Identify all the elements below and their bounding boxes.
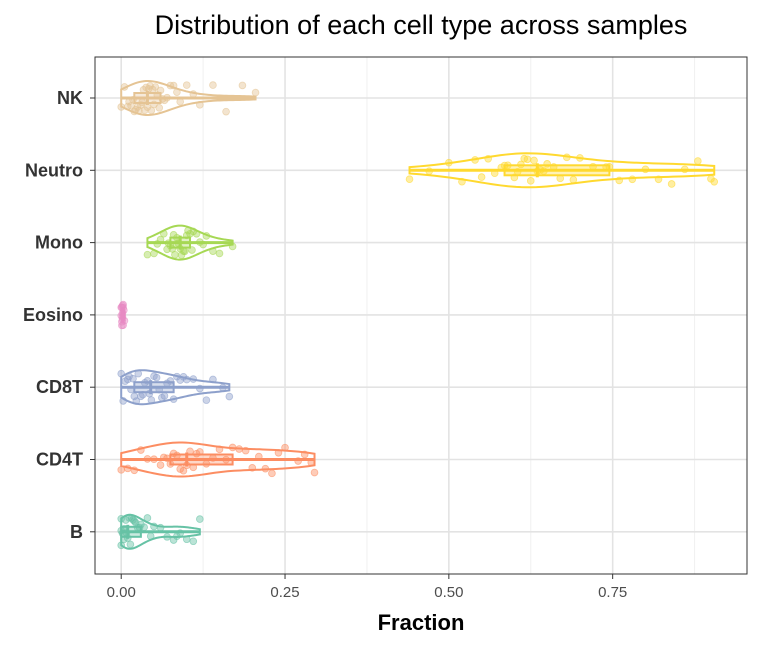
data-point-mono <box>143 250 152 259</box>
data-point-cd8t <box>129 374 137 383</box>
data-point-b <box>196 515 204 523</box>
axes: NK Neutro Mono Eosino CD8T CD4T B 0.00 0.25 0.50 0… <box>23 88 627 601</box>
data-point-cd4t <box>310 468 319 477</box>
iqr-box-neutro <box>503 164 611 177</box>
plot-panel-border <box>94 56 748 575</box>
violin-b <box>120 513 201 550</box>
violin-cd8t <box>120 369 231 406</box>
data-point-neutro <box>477 173 486 181</box>
data-point-nk <box>209 81 217 89</box>
data-point-cd8t <box>225 392 234 401</box>
data-point-cd4t <box>117 466 126 474</box>
violin-mono <box>146 224 234 261</box>
series-neutro <box>405 152 719 189</box>
x-axis-title: Fraction <box>378 610 465 635</box>
violin-neutro <box>408 152 716 189</box>
data-point-neutro <box>530 156 538 165</box>
iqr-box-cd4t <box>169 453 234 466</box>
x-tick-label: 0.00 <box>107 584 136 601</box>
x-tick-label: 0.75 <box>598 584 627 601</box>
data-point-b <box>189 537 198 546</box>
data-point-neutro <box>523 155 532 164</box>
data-point-neutro <box>526 177 535 185</box>
series-b <box>117 513 204 550</box>
y-tick-label: NK <box>57 88 83 108</box>
data-point-neutro <box>628 175 637 184</box>
series-mono <box>143 224 237 261</box>
data-point-neutro <box>405 175 414 184</box>
data-point-neutro <box>667 180 676 188</box>
data-point-cd4t <box>156 461 165 469</box>
series-cd8t <box>117 369 234 406</box>
data-point-eosino <box>118 321 126 330</box>
iqr-box-b <box>120 525 142 538</box>
x-tick-label: 0.50 <box>434 584 463 601</box>
data-point-cd8t <box>160 392 169 400</box>
violin-cd4t <box>120 441 316 478</box>
series-eosino <box>117 300 129 330</box>
chart-title: Distribution of each cell type across sa… <box>155 10 688 40</box>
data-point-nk <box>238 81 247 90</box>
data-point-nk <box>151 83 160 91</box>
data-point-nk <box>251 88 260 97</box>
data-point-nk <box>182 81 191 89</box>
y-tick-label: Mono <box>35 233 83 253</box>
y-tick-label: B <box>70 522 83 542</box>
y-tick-label: CD8T <box>36 377 83 397</box>
y-tick-label: Eosino <box>23 305 83 325</box>
x-tick-label: 0.25 <box>270 584 299 601</box>
y-tick-label: Neutro <box>25 160 83 180</box>
data-marks <box>117 79 719 550</box>
data-point-neutro <box>710 177 719 186</box>
series-cd4t <box>117 441 319 478</box>
data-point-neutro <box>694 157 702 165</box>
data-point-cd8t <box>152 373 161 382</box>
y-tick-label: CD4T <box>36 450 83 470</box>
iqr-box-cd8t <box>133 381 175 394</box>
data-point-cd8t <box>202 396 211 404</box>
series-nk <box>117 79 260 117</box>
data-point-nk <box>155 104 164 112</box>
data-point-mono <box>180 247 189 256</box>
data-point-nk <box>222 107 230 116</box>
data-point-cd4t <box>179 466 188 475</box>
data-point-mono <box>215 249 224 258</box>
data-point-cd4t <box>268 469 276 478</box>
data-point-b <box>126 540 135 549</box>
data-point-mono <box>171 250 179 259</box>
